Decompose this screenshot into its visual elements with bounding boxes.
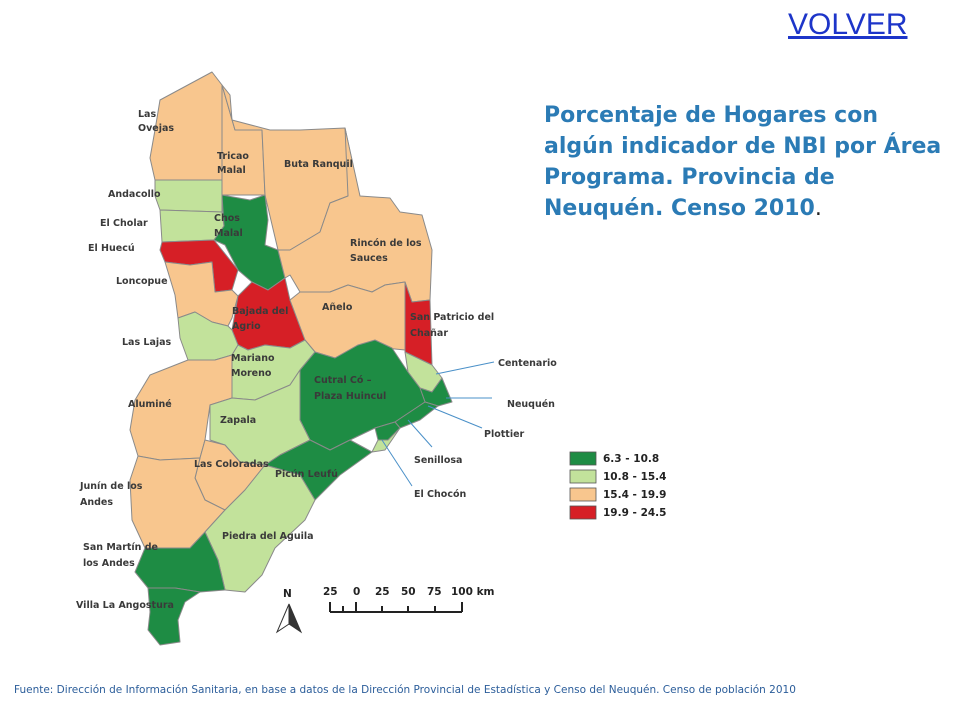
label-mariano-moreno: Mariano Moreno [231, 353, 275, 379]
choropleth-map: Las Ovejas Tricao Malal Buta Ranquil Andac… [76, 71, 666, 646]
legend-label-4: 19.9 - 24.5 [603, 507, 666, 519]
north-arrow-icon: N [275, 588, 303, 634]
label-loncopue: Loncopue [116, 276, 168, 287]
label-san-patricio: San Patricio del Chañar [410, 312, 494, 339]
label-buta-ranquil: Buta Ranquil [284, 159, 353, 170]
label-bajada: Bajada del Agrio [232, 306, 288, 332]
map-title: Porcentaje de Hogares con algún indicado… [544, 100, 944, 224]
label-anelo: Añelo [322, 302, 353, 313]
area-villa-la-angostura[interactable] [147, 587, 201, 646]
legend-swatch-3 [569, 487, 597, 502]
label-tricao-malal: Tricao Malal [217, 151, 249, 176]
label-andacollo: Andacollo [108, 189, 161, 200]
legend-label-2: 10.8 - 15.4 [603, 471, 666, 483]
legend-label-3: 15.4 - 19.9 [603, 489, 666, 501]
legend-swatch-4 [569, 505, 597, 520]
label-centenario: Centenario [498, 358, 557, 369]
volver-link[interactable]: VOLVER [788, 8, 908, 41]
area-san-martin[interactable] [134, 531, 226, 593]
label-las-lajas: Las Lajas [122, 337, 172, 348]
label-villa-la-angostura: Villa La Angostura [76, 600, 174, 611]
map-title-dot: . [814, 196, 822, 221]
label-zapala: Zapala [220, 415, 256, 426]
label-cutral-co: Cutral Có – Plaza Huincul [314, 375, 386, 402]
label-senillosa: Senillosa [414, 455, 462, 466]
label-el-huecu: El Huecú [88, 243, 135, 254]
label-las-ovejas: Las Ovejas [138, 109, 174, 134]
label-chos-malal: Chos Malal [214, 213, 243, 239]
label-san-martin: San Martín de los Andes [83, 542, 158, 569]
legend-swatch-1 [569, 451, 597, 466]
label-alumine: Aluminé [128, 399, 172, 410]
label-rincon: Rincón de los Sauces [350, 238, 422, 264]
area-el-chocon[interactable] [371, 427, 401, 453]
north-label: N [283, 588, 292, 600]
scale-tick-label-2: 0 [353, 586, 360, 598]
area-san-patricio[interactable] [404, 281, 433, 366]
scale-tick-label-5: 75 [427, 586, 442, 598]
label-el-chocon: El Chocón [414, 489, 466, 500]
label-el-cholar: El Cholar [100, 218, 148, 229]
label-junin: Junín de los Andes [79, 481, 143, 508]
scale-bar: 25 0 25 50 75 100 km [323, 586, 495, 613]
map-legend: 6.3 - 10.8 10.8 - 15.4 15.4 - 19.9 19.9 … [569, 451, 666, 520]
legend-swatch-2 [569, 469, 597, 484]
label-neuquen: Neuquén [507, 399, 555, 410]
label-las-coloradas: Las Coloradas [194, 459, 269, 470]
scale-tick-label-6: 100 km [451, 586, 495, 598]
scale-tick-label-4: 50 [401, 586, 416, 598]
label-picun-leufu: Picún Leufú [275, 469, 338, 480]
area-andacollo[interactable] [154, 179, 223, 213]
label-plottier: Plottier [484, 429, 525, 440]
legend-label-1: 6.3 - 10.8 [603, 453, 659, 465]
scale-tick-label-3: 25 [375, 586, 390, 598]
source-note: Fuente: Dirección de Información Sanitar… [14, 684, 796, 696]
label-piedra-del-aguila: Piedra del Aguila [222, 531, 314, 542]
map-title-text: Porcentaje de Hogares con algún indicado… [544, 103, 942, 221]
scale-tick-label-1: 25 [323, 586, 338, 598]
